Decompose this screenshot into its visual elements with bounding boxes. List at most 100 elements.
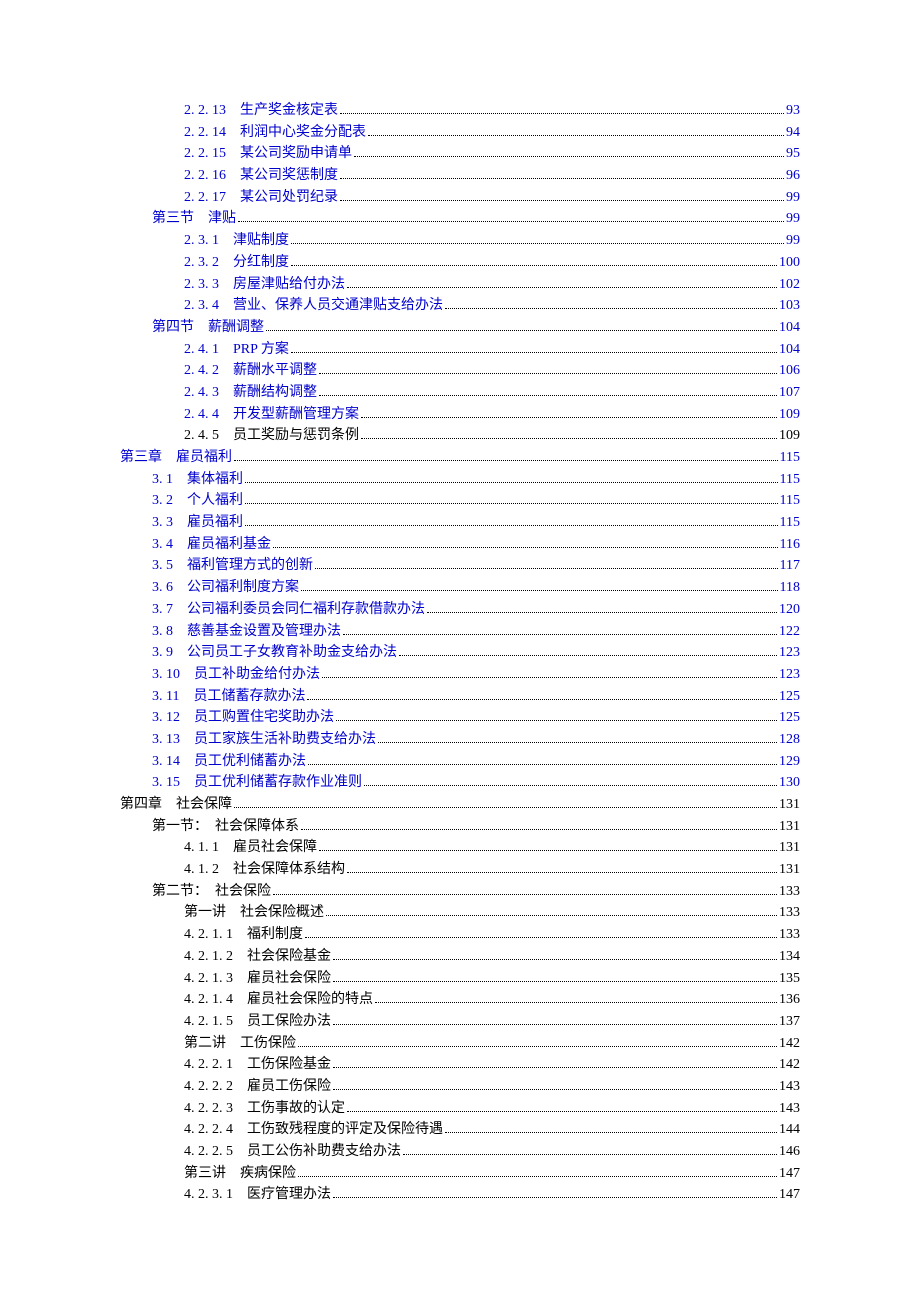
toc-page-number: 147 bbox=[779, 1184, 800, 1206]
toc-page-number: 115 bbox=[780, 490, 800, 512]
toc-page-number: 144 bbox=[779, 1119, 800, 1141]
toc-entry: 4. 2. 1. 5 员工保险办法 137 bbox=[120, 1011, 800, 1033]
toc-entry: 2. 4. 5 员工奖励与惩罚条例109 bbox=[120, 425, 800, 447]
toc-leader-dots bbox=[234, 796, 777, 808]
toc-entry[interactable]: 第三节 津贴99 bbox=[120, 208, 800, 230]
toc-entry[interactable]: 2. 2. 15 某公司奖励申请单95 bbox=[120, 143, 800, 165]
toc-page-number: 143 bbox=[779, 1076, 800, 1098]
toc-entry-label: 第三章 雇员福利 bbox=[120, 447, 232, 469]
toc-entry-label: 4. 1. 2 社会保障体系结构 bbox=[184, 859, 345, 881]
toc-entry-label: 第二讲 工伤保险 bbox=[184, 1033, 296, 1055]
toc-entry-label: 2. 3. 2 分红制度 bbox=[184, 252, 289, 274]
toc-entry[interactable]: 第四节 薪酬调整104 bbox=[120, 317, 800, 339]
toc-entry-label: 3. 11 员工储蓄存款办法 bbox=[152, 686, 305, 708]
toc-entry-label: 3. 14 员工优利储蓄办法 bbox=[152, 751, 306, 773]
toc-leader-dots bbox=[319, 384, 777, 396]
toc-entry[interactable]: 3. 8 慈善基金设置及管理办法122 bbox=[120, 621, 800, 643]
toc-entry[interactable]: 3. 7 公司福利委员会同仁福利存款借款办法120 bbox=[120, 599, 800, 621]
toc-entry: 4. 2. 1. 3 雇员社会保险135 bbox=[120, 968, 800, 990]
toc-page-number: 109 bbox=[779, 404, 800, 426]
toc-leader-dots bbox=[333, 969, 777, 981]
toc-page-number: 99 bbox=[786, 230, 800, 252]
toc-entry[interactable]: 3. 6 公司福利制度方案 118 bbox=[120, 577, 800, 599]
toc-page-number: 123 bbox=[779, 642, 800, 664]
toc-leader-dots bbox=[427, 601, 777, 613]
toc-page-number: 131 bbox=[779, 837, 800, 859]
toc-leader-dots bbox=[298, 1034, 777, 1046]
toc-leader-dots bbox=[445, 1121, 777, 1133]
toc-entry[interactable]: 3. 15 员工优利储蓄存款作业准则130 bbox=[120, 772, 800, 794]
toc-page-number: 122 bbox=[779, 621, 800, 643]
toc-entry-label: 3. 12 员工购置住宅奖助办法 bbox=[152, 707, 334, 729]
toc-entry-label: 2. 4. 2 薪酬水平调整 bbox=[184, 360, 317, 382]
toc-entry[interactable]: 2. 4. 4 开发型薪酬管理方案109 bbox=[120, 404, 800, 426]
toc-entry[interactable]: 2. 3. 1 津贴制度 99 bbox=[120, 230, 800, 252]
toc-leader-dots bbox=[361, 405, 777, 417]
toc-entry[interactable]: 3. 1 集体福利115 bbox=[120, 469, 800, 491]
toc-entry[interactable]: 3. 10 员工补助金给付办法123 bbox=[120, 664, 800, 686]
toc-entry-label: 4. 2. 2. 4 工伤致残程度的评定及保险待遇 bbox=[184, 1119, 443, 1141]
toc-entry[interactable]: 3. 12 员工购置住宅奖助办法 125 bbox=[120, 707, 800, 729]
toc-entry[interactable]: 3. 14 员工优利储蓄办法129 bbox=[120, 751, 800, 773]
toc-entry-label: 3. 9 公司员工子女教育补助金支给办法 bbox=[152, 642, 397, 664]
toc-entry[interactable]: 3. 2 个人福利115 bbox=[120, 490, 800, 512]
toc-entry[interactable]: 3. 9 公司员工子女教育补助金支给办法 123 bbox=[120, 642, 800, 664]
toc-page-number: 96 bbox=[786, 165, 800, 187]
toc-leader-dots bbox=[399, 644, 777, 656]
toc-leader-dots bbox=[326, 904, 777, 916]
toc-entry[interactable]: 2. 2. 14 利润中心奖金分配表94 bbox=[120, 122, 800, 144]
toc-entry[interactable]: 2. 4. 2 薪酬水平调整 106 bbox=[120, 360, 800, 382]
toc-entry-label: 3. 4 雇员福利基金 bbox=[152, 534, 271, 556]
toc-leader-dots bbox=[403, 1143, 777, 1155]
toc-page-number: 143 bbox=[779, 1098, 800, 1120]
toc-entry[interactable]: 3. 3 雇员福利115 bbox=[120, 512, 800, 534]
toc-entry-label: 4. 2. 2. 1 工伤保险基金 bbox=[184, 1054, 331, 1076]
toc-page-number: 125 bbox=[779, 707, 800, 729]
toc-leader-dots bbox=[333, 1013, 777, 1025]
toc-entry-label: 2. 2. 14 利润中心奖金分配表 bbox=[184, 122, 366, 144]
toc-entry: 4. 2. 1. 2 社会保险基金134 bbox=[120, 946, 800, 968]
toc-page-number: 106 bbox=[779, 360, 800, 382]
toc-entry-label: 第二节： 社会保险 bbox=[152, 881, 271, 903]
toc-entry[interactable]: 3. 4 雇员福利基金116 bbox=[120, 534, 800, 556]
toc-entry-label: 2. 3. 1 津贴制度 bbox=[184, 230, 289, 252]
toc-entry-label: 2. 4. 5 员工奖励与惩罚条例 bbox=[184, 425, 359, 447]
toc-entry-label: 3. 10 员工补助金给付办法 bbox=[152, 664, 320, 686]
toc-entry[interactable]: 2. 4. 1 PRP 方案104 bbox=[120, 339, 800, 361]
toc-page-number: 100 bbox=[779, 252, 800, 274]
toc-page-number: 93 bbox=[786, 100, 800, 122]
toc-leader-dots bbox=[245, 492, 778, 504]
toc-entry[interactable]: 2. 2. 17 某公司处罚纪录99 bbox=[120, 187, 800, 209]
toc-entry[interactable]: 3. 11 员工储蓄存款办法125 bbox=[120, 686, 800, 708]
toc-entry[interactable]: 3. 13 员工家族生活补助费支给办法128 bbox=[120, 729, 800, 751]
toc-entry-label: 3. 6 公司福利制度方案 bbox=[152, 577, 299, 599]
toc-page-number: 137 bbox=[779, 1011, 800, 1033]
toc-page-number: 131 bbox=[779, 794, 800, 816]
toc-entry[interactable]: 2. 4. 3 薪酬结构调整107 bbox=[120, 382, 800, 404]
toc-entry[interactable]: 2. 3. 2 分红制度 100 bbox=[120, 252, 800, 274]
toc-leader-dots bbox=[375, 991, 777, 1003]
toc-page-number: 118 bbox=[780, 577, 800, 599]
toc-entry-label: 2. 2. 13 生产奖金核定表 bbox=[184, 100, 338, 122]
toc-entry-label: 4. 2. 1. 2 社会保险基金 bbox=[184, 946, 331, 968]
toc-page-number: 133 bbox=[779, 881, 800, 903]
toc-page-number: 142 bbox=[779, 1054, 800, 1076]
toc-page-number: 102 bbox=[779, 274, 800, 296]
toc-entry[interactable]: 2. 2. 13 生产奖金核定表 93 bbox=[120, 100, 800, 122]
toc-entry[interactable]: 2. 3. 4 营业、保养人员交通津贴支给办法103 bbox=[120, 295, 800, 317]
toc-entry: 第二讲 工伤保险 142 bbox=[120, 1033, 800, 1055]
toc-page-number: 131 bbox=[779, 816, 800, 838]
toc-entry-label: 2. 3. 4 营业、保养人员交通津贴支给办法 bbox=[184, 295, 443, 317]
toc-entry-label: 4. 2. 1. 5 员工保险办法 bbox=[184, 1011, 331, 1033]
toc-entry[interactable]: 2. 2. 16 某公司奖惩制度96 bbox=[120, 165, 800, 187]
toc-entry-label: 4. 2. 2. 2 雇员工伤保险 bbox=[184, 1076, 331, 1098]
toc-entry[interactable]: 2. 3. 3 房屋津贴给付办法102 bbox=[120, 274, 800, 296]
toc-entry[interactable]: 第三章 雇员福利115 bbox=[120, 447, 800, 469]
toc-entry[interactable]: 3. 5 福利管理方式的创新117 bbox=[120, 555, 800, 577]
toc-leader-dots bbox=[319, 839, 777, 851]
toc-leader-dots bbox=[291, 340, 777, 352]
toc-entry-label: 3. 5 福利管理方式的创新 bbox=[152, 555, 313, 577]
toc-page-number: 142 bbox=[779, 1033, 800, 1055]
toc-entry-label: 4. 1. 1 雇员社会保障 bbox=[184, 837, 317, 859]
toc-entry-label: 4. 2. 1. 3 雇员社会保险 bbox=[184, 968, 331, 990]
